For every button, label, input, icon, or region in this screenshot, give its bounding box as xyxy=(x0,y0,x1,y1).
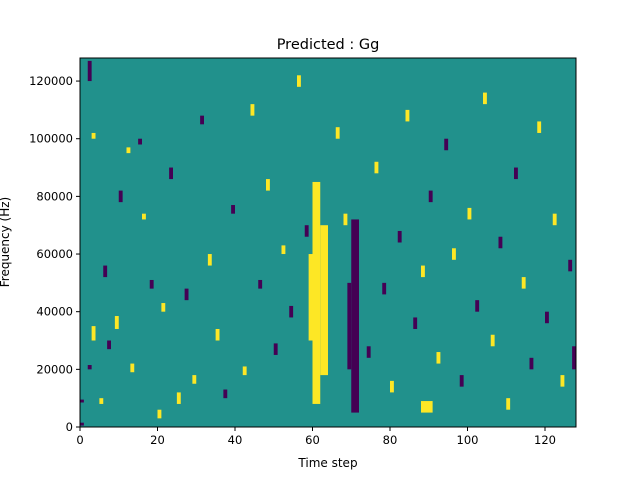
heatmap-cell xyxy=(413,317,418,329)
heatmap-cell xyxy=(80,399,84,403)
y-axis: 0 20000 40000 60000 80000 100000 120000 xyxy=(29,74,80,434)
y-tick-label: 80000 xyxy=(36,189,73,203)
heatmap-band xyxy=(347,282,352,370)
heatmap-cell xyxy=(568,259,573,272)
heatmap-cell xyxy=(514,167,518,180)
heatmap-cell xyxy=(80,422,84,426)
y-tick-label: 120000 xyxy=(29,74,73,88)
x-tick-label: 100 xyxy=(457,433,479,447)
heatmap-cell xyxy=(207,254,212,266)
y-tick-label: 100000 xyxy=(29,132,73,146)
y-tick-label: 0 xyxy=(66,420,73,434)
heatmap-cell xyxy=(366,346,371,358)
heatmap-cell xyxy=(103,265,108,278)
heatmap-cell xyxy=(273,343,278,355)
heatmap-cell xyxy=(91,326,96,341)
heatmap-cell xyxy=(452,248,456,260)
heatmap-cells xyxy=(80,60,576,426)
y-tick-label: 40000 xyxy=(36,305,73,319)
x-tick-label: 60 xyxy=(305,433,320,447)
heatmap-cell xyxy=(374,161,379,174)
y-tick-label: 60000 xyxy=(36,247,73,261)
plot-area xyxy=(79,57,577,428)
heatmap-cell xyxy=(176,392,181,404)
heatmap-cell xyxy=(184,288,189,301)
y-axis-label: Frequency (Hz) xyxy=(0,197,12,288)
heatmap-band xyxy=(421,401,433,413)
heatmap-cell xyxy=(99,398,104,404)
heatmap-cell xyxy=(157,409,162,419)
heatmap-cell xyxy=(421,265,425,278)
heatmap-cell xyxy=(118,190,123,203)
heatmap-cell xyxy=(490,334,495,347)
heatmap-cell xyxy=(192,375,197,384)
heatmap-cell xyxy=(297,75,301,87)
heatmap-cell xyxy=(498,236,503,249)
heatmap-cell xyxy=(545,311,549,324)
heatmap-cell xyxy=(130,363,135,373)
heatmap-band xyxy=(320,225,328,376)
heatmap-cell xyxy=(506,398,511,410)
heatmap-cell xyxy=(397,230,402,243)
x-tick-label: 0 xyxy=(76,433,83,447)
heatmap-cell xyxy=(281,245,286,255)
heatmap-cell xyxy=(149,279,154,289)
heatmap-cell xyxy=(304,225,309,237)
heatmap-cell xyxy=(126,147,131,154)
heatmap-cell xyxy=(266,179,270,191)
heatmap-band xyxy=(312,181,321,404)
heatmap-cell xyxy=(289,305,294,318)
heatmap-cell xyxy=(161,303,166,312)
heatmap-cell xyxy=(258,279,263,289)
heatmap-cell xyxy=(459,375,464,387)
heatmap-cell xyxy=(91,132,96,139)
x-tick-label: 80 xyxy=(383,433,398,447)
heatmap-cell xyxy=(572,346,576,370)
heatmap-cell xyxy=(343,213,348,226)
heatmap-cell xyxy=(114,316,119,329)
heatmap-cell xyxy=(467,207,472,220)
heatmap-cell xyxy=(200,115,204,125)
heatmap-cell xyxy=(560,375,565,387)
heatmap-cell xyxy=(231,205,235,214)
heatmap-cell xyxy=(475,300,480,312)
y-tick-label: 20000 xyxy=(36,362,73,376)
heatmap-cell xyxy=(436,352,441,364)
x-tick-label: 20 xyxy=(150,433,165,447)
heatmap-cell xyxy=(444,138,449,151)
heatmap-cell xyxy=(142,213,146,220)
heatmap-cell xyxy=(521,277,526,289)
heatmap-cell xyxy=(552,213,557,226)
heatmap-cell xyxy=(335,127,340,139)
heatmap-cell xyxy=(138,138,142,145)
heatmap-cell xyxy=(250,104,255,116)
heatmap-cell xyxy=(483,92,487,105)
heatmap-band xyxy=(351,219,359,413)
x-tick-label: 120 xyxy=(534,433,556,447)
heatmap-cell xyxy=(428,190,433,203)
heatmap-cell xyxy=(390,380,394,393)
heatmap-cell xyxy=(87,60,92,82)
heatmap-cell xyxy=(223,389,228,399)
x-axis: 0 20 40 60 80 100 120 xyxy=(76,427,556,447)
x-tick-label: 40 xyxy=(228,433,243,447)
heatmap-cell xyxy=(107,340,111,350)
heatmap-cell xyxy=(405,109,410,122)
heatmap-cell xyxy=(537,121,542,133)
x-axis-label: Time step xyxy=(297,456,357,470)
heatmap-band xyxy=(308,254,313,341)
heatmap-cell xyxy=(215,328,220,341)
chart-title: Predicted : Gg xyxy=(277,37,380,53)
heatmap-cell xyxy=(382,282,387,295)
heatmap-cell xyxy=(169,167,173,180)
plot-frame xyxy=(79,57,577,428)
heatmap-cell xyxy=(87,365,92,370)
heatmap-cell xyxy=(529,357,534,370)
heatmap-cell xyxy=(242,366,247,376)
